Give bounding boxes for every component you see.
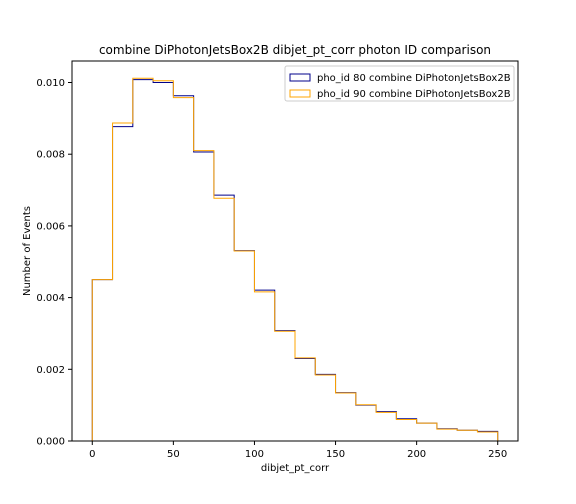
legend-swatch-1 <box>289 73 311 82</box>
x-tick-label: 0 <box>89 449 95 460</box>
x-tick-label: 150 <box>326 449 345 460</box>
x-tick-label: 200 <box>407 449 426 460</box>
y-tick-label: 0.010 <box>36 78 65 89</box>
x-axis-label: dibjet_pt_corr <box>261 463 330 474</box>
y-tick-label: 0.002 <box>36 365 65 376</box>
x-tick-label: 50 <box>167 449 180 460</box>
legend-swatch-2 <box>289 89 311 98</box>
legend-label-1: pho_id 80 combine DiPhotonJetsBox2B <box>317 73 511 84</box>
x-tick-label: 250 <box>488 449 507 460</box>
series-2-step-line <box>91 77 499 441</box>
x-tick-label: 100 <box>245 449 264 460</box>
y-tick-label: 0.000 <box>36 437 65 448</box>
legend-label-2: pho_id 90 combine DiPhotonJetsBox2B <box>317 89 511 100</box>
legend: pho_id 80 combine DiPhotonJetsBox2B pho_i… <box>284 65 515 102</box>
plot-area: 0 50 100 150 200 250 0.000 0.002 0.004 0.006 0.008… <box>36 60 519 460</box>
y-tick-label: 0.004 <box>36 293 65 304</box>
y-axis-label: Number of Events <box>22 206 33 296</box>
legend-box <box>284 65 515 102</box>
y-tick-label: 0.008 <box>36 150 65 161</box>
axes-frame <box>71 60 519 442</box>
y-tick-label: 0.006 <box>36 221 65 232</box>
chart-title: combine DiPhotonJetsBox2B dibjet_pt_corr… <box>99 43 491 57</box>
